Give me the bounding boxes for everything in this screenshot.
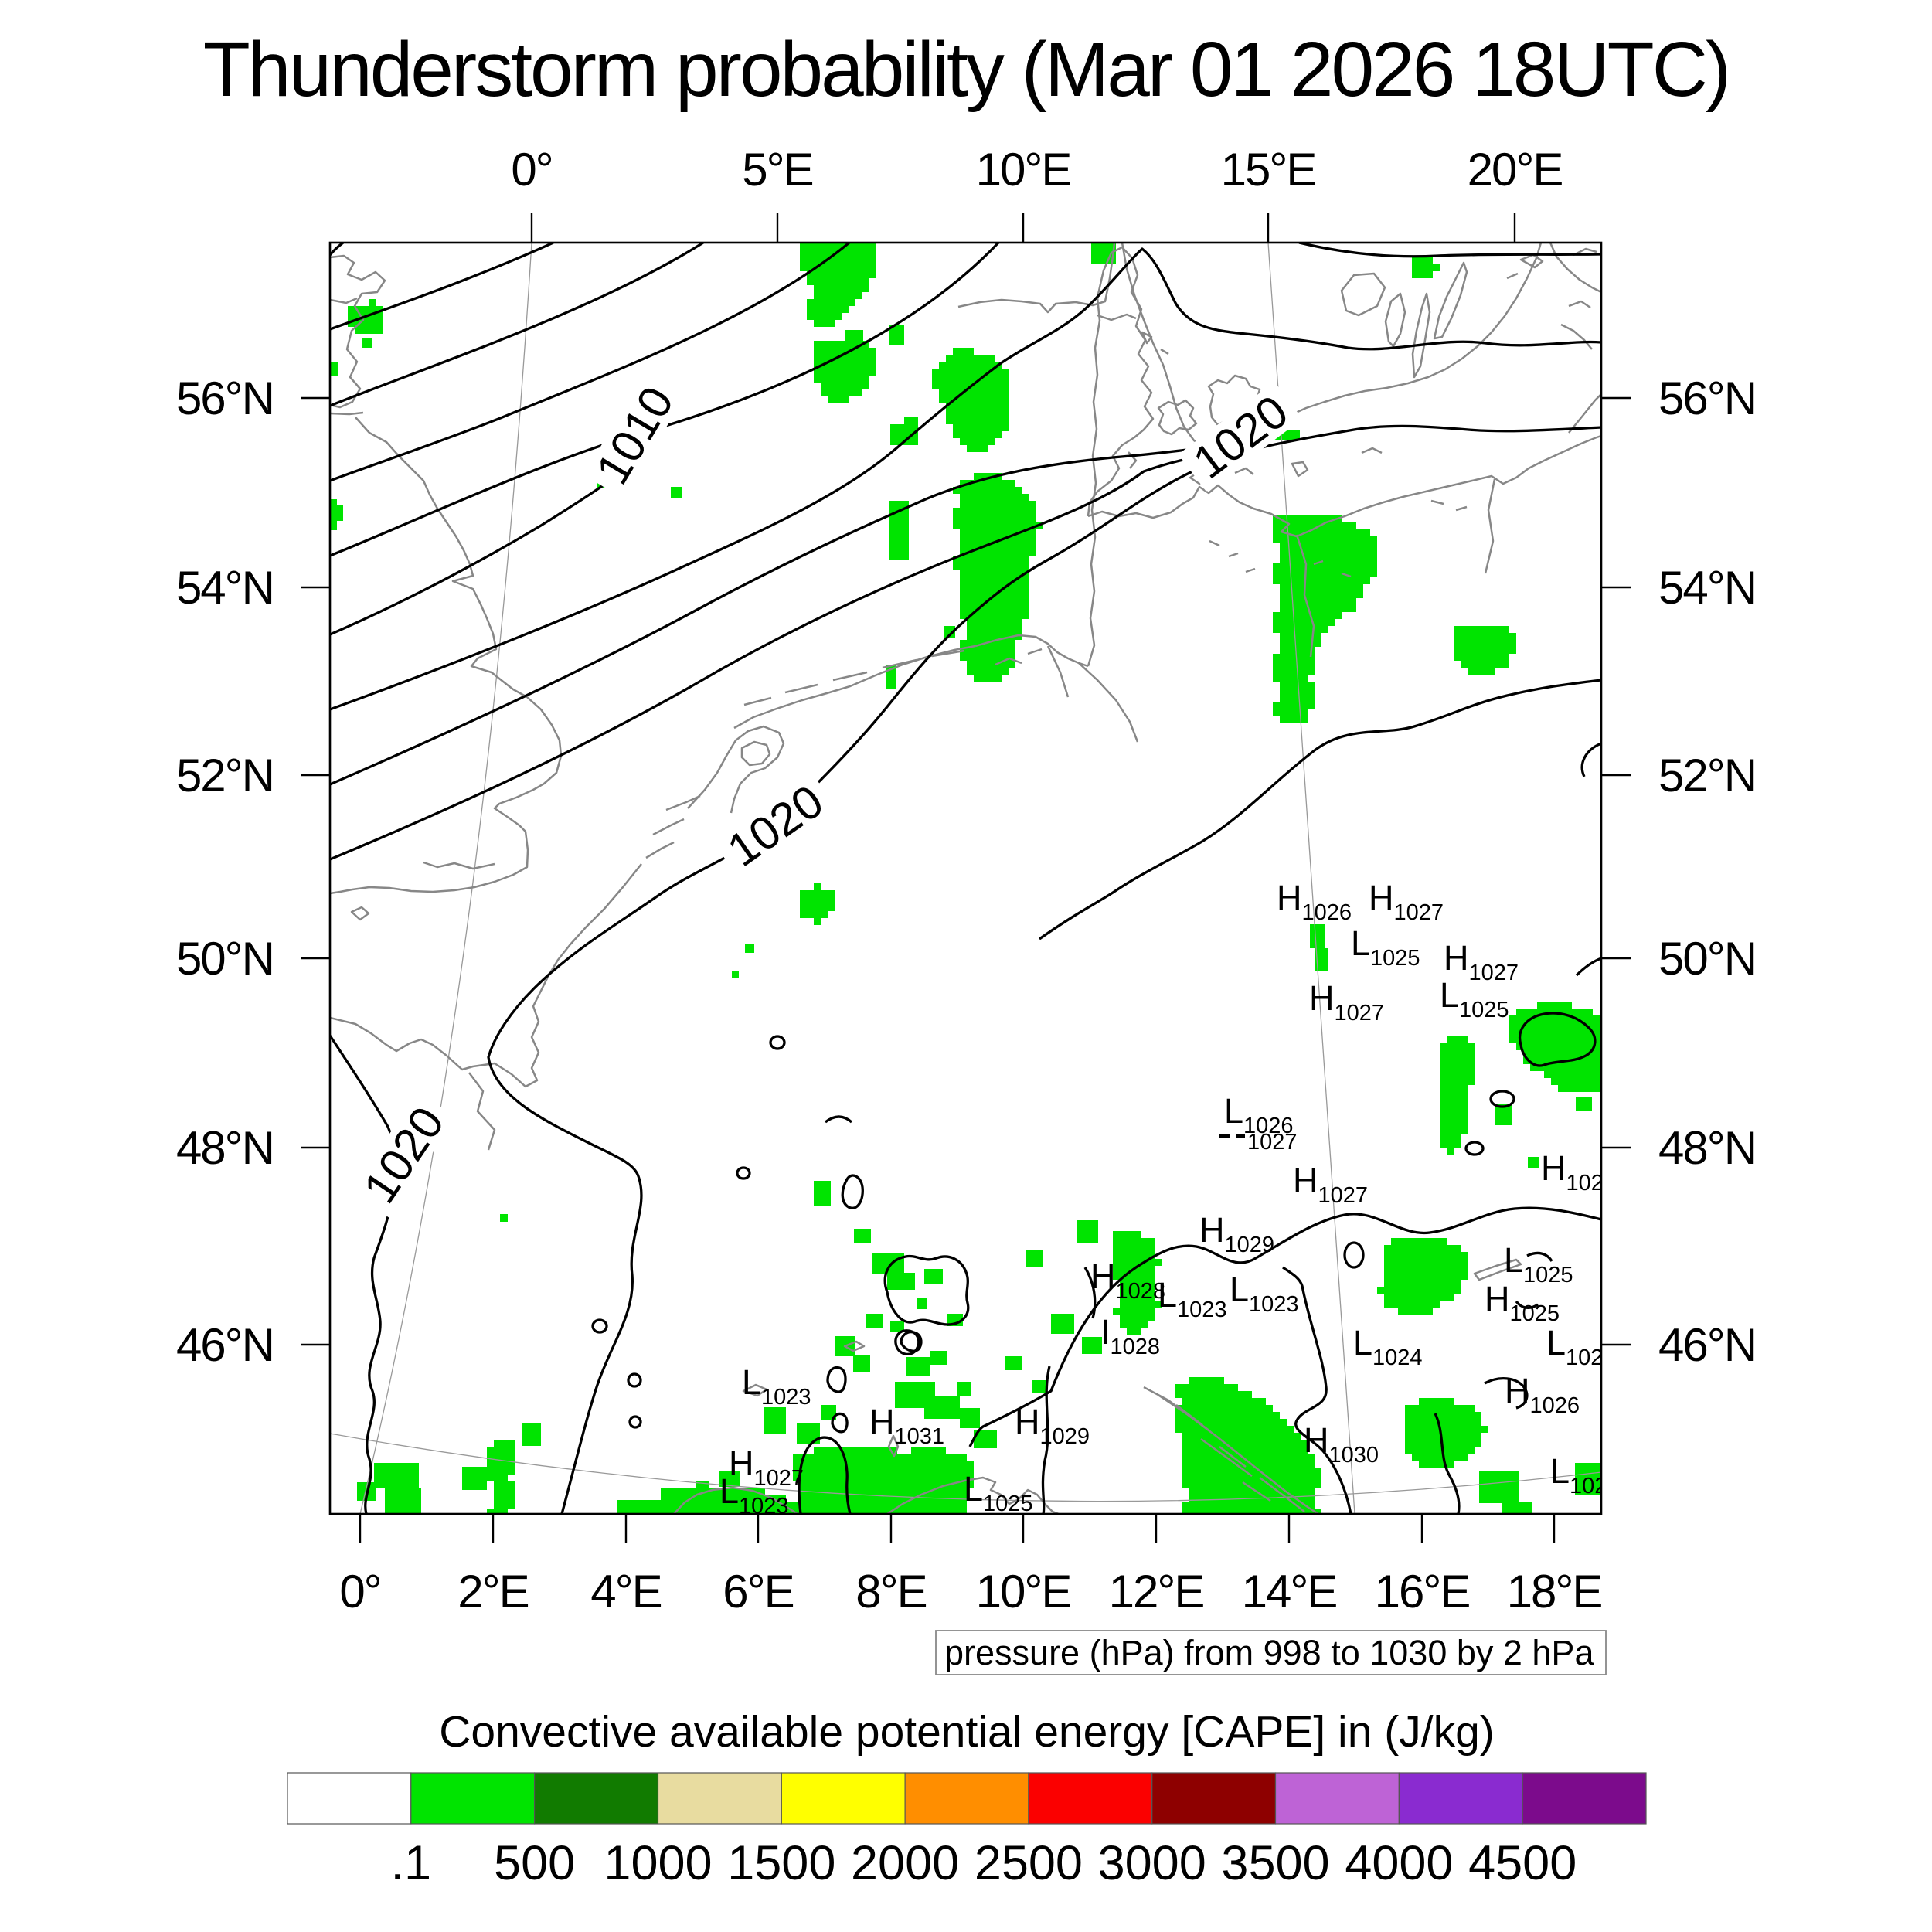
svg-text:6°E: 6°E [723, 1566, 793, 1617]
svg-text:4500: 4500 [1468, 1836, 1577, 1890]
svg-text:pressure (hPa) from 998 to 103: pressure (hPa) from 998 to 1030 by 2 hPa [944, 1633, 1594, 1672]
svg-text:4000: 4000 [1345, 1836, 1453, 1890]
svg-text:14°E: 14°E [1242, 1566, 1337, 1617]
svg-text:0°: 0° [339, 1566, 380, 1617]
svg-text:16°E: 16°E [1375, 1566, 1470, 1617]
svg-text:10°E: 10°E [976, 1566, 1071, 1617]
svg-text:46°N: 46°N [1658, 1319, 1756, 1371]
svg-text:54°N: 54°N [1658, 562, 1756, 614]
svg-text:15°E: 15°E [1221, 144, 1316, 196]
svg-text:0°: 0° [511, 144, 552, 196]
svg-text:54°N: 54°N [176, 562, 274, 614]
svg-text:3500: 3500 [1221, 1836, 1329, 1890]
svg-text:46°N: 46°N [176, 1319, 274, 1371]
svg-text:18°E: 18°E [1507, 1566, 1602, 1617]
svg-text:12°E: 12°E [1109, 1566, 1204, 1617]
svg-text:52°N: 52°N [176, 750, 274, 801]
svg-text:10°E: 10°E [976, 144, 1071, 196]
svg-text:.1: .1 [391, 1836, 432, 1890]
svg-text:50°N: 50°N [1658, 933, 1756, 985]
svg-text:1000: 1000 [604, 1836, 712, 1890]
svg-text:56°N: 56°N [1658, 372, 1756, 424]
svg-text:3000: 3000 [1098, 1836, 1206, 1890]
svg-text:1027: 1027 [1247, 1130, 1298, 1155]
svg-text:I1028: I1028 [1100, 1312, 1160, 1359]
svg-text:48°N: 48°N [176, 1122, 274, 1174]
svg-text:52°N: 52°N [1658, 750, 1756, 801]
svg-text:20°E: 20°E [1468, 144, 1563, 196]
svg-text:2000: 2000 [851, 1836, 959, 1890]
svg-text:Thunderstorm probability (Mar: Thunderstorm probability (Mar 01 2026 18… [203, 26, 1729, 113]
svg-text:8°E: 8°E [855, 1566, 926, 1617]
svg-text:48°N: 48°N [1658, 1122, 1756, 1174]
svg-text:Convective available potential: Convective available potential energy [C… [439, 1707, 1495, 1757]
svg-text:56°N: 56°N [176, 372, 274, 424]
svg-text:2°E: 2°E [457, 1566, 528, 1617]
svg-text:500: 500 [494, 1836, 575, 1890]
svg-text:2500: 2500 [975, 1836, 1083, 1890]
svg-text:4°E: 4°E [590, 1566, 661, 1617]
svg-text:50°N: 50°N [176, 933, 274, 985]
svg-text:1500: 1500 [727, 1836, 835, 1890]
svg-text:5°E: 5°E [742, 144, 812, 196]
